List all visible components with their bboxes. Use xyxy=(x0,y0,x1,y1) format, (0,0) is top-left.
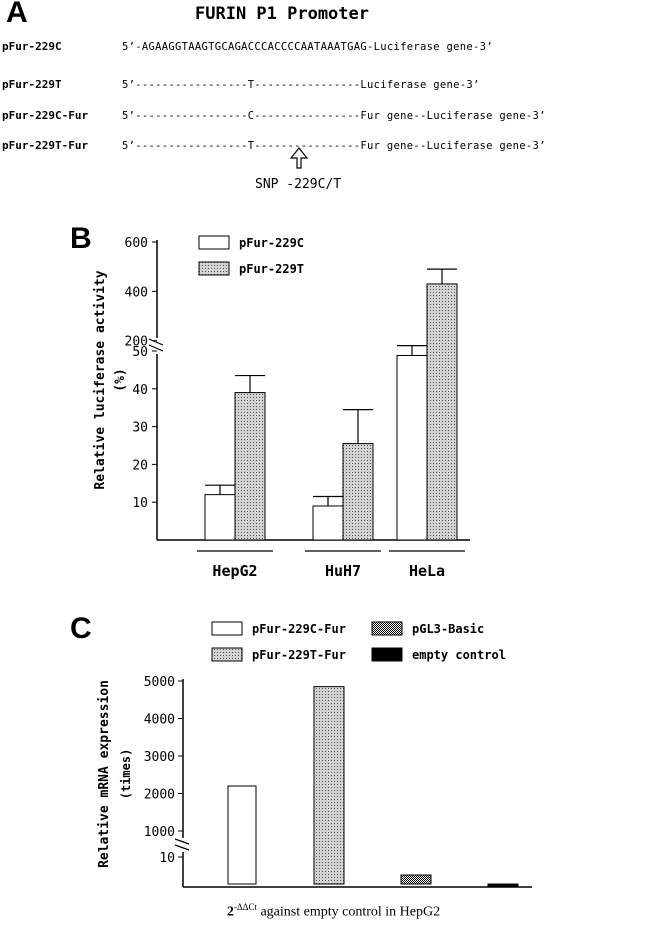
panel-c-letter: C xyxy=(70,612,92,645)
bar-pfur-229t-fur xyxy=(313,686,345,885)
y-tick-label: 50 xyxy=(132,345,148,360)
legend-label: empty control xyxy=(412,648,506,662)
error-bar xyxy=(235,374,265,393)
sequence-row-3: 5’-----------------C----------------Fur … xyxy=(122,110,546,122)
y-tick-label: 3000 xyxy=(144,750,175,765)
panel-b-letter: B xyxy=(70,222,92,255)
y-tick-label: 2000 xyxy=(144,788,175,803)
y-tick-label: 200 xyxy=(125,335,148,350)
category-label: HeLa xyxy=(409,562,445,580)
y-tick-label: 10 xyxy=(132,496,148,511)
error-bar xyxy=(343,408,373,444)
construct-label-3: pFur-229C-Fur xyxy=(2,109,89,122)
construct-label-4: pFur-229T-Fur xyxy=(2,139,89,152)
construct-label-2: pFur-229T xyxy=(2,78,62,91)
bar-pgl3-basic xyxy=(400,874,432,885)
axis-break-mark xyxy=(174,838,190,851)
panel-a-title: FURIN P1 Promoter xyxy=(195,4,369,24)
error-bar xyxy=(313,495,343,506)
legend-label: pFur-229C xyxy=(239,236,304,250)
bar-pfur-229c-fur xyxy=(227,785,257,885)
bar-pfur-229t-huh7 xyxy=(342,443,374,541)
panel-c-caption: 2-ΔΔCt against empty control in HepG2 xyxy=(226,902,441,920)
legend-swatch xyxy=(198,261,230,276)
legend-swatch xyxy=(211,647,243,662)
error-bar xyxy=(427,268,457,284)
panel-a-letter: A xyxy=(6,0,28,29)
bar-pfur-229t-hepg2 xyxy=(234,392,266,541)
legend-swatch xyxy=(198,235,230,250)
legend-swatch xyxy=(211,621,243,636)
category-label: HepG2 xyxy=(212,562,257,580)
sequence-row-2: 5’-----------------T----------------Luci… xyxy=(122,79,480,91)
bar-empty-control xyxy=(487,883,519,887)
bar-pfur-229t-hela xyxy=(426,283,458,541)
legend-label: pFur-229C-Fur xyxy=(252,622,346,636)
y-tick-label: 40 xyxy=(132,383,148,398)
legend-swatch xyxy=(371,647,403,662)
legend-label: pFur-229T xyxy=(239,262,304,276)
y-tick-label: 30 xyxy=(132,421,148,436)
legend-label: pGL3-Basic xyxy=(412,622,484,636)
bar-pfur-229c-hela xyxy=(396,354,428,541)
axis-break-mark xyxy=(148,338,164,352)
snp-label: SNP -229C/T xyxy=(255,177,342,192)
error-bar xyxy=(205,484,235,495)
y-axis-label: Relative mRNA expression xyxy=(97,680,112,868)
y-tick-label: 600 xyxy=(125,236,148,251)
y-axis-label-unit: (times) xyxy=(119,749,133,800)
y-axis-label-unit: (%) xyxy=(113,368,128,391)
y-tick-label: 400 xyxy=(125,285,148,300)
legend-label: pFur-229T-Fur xyxy=(252,648,346,662)
construct-label-1: pFur-229C xyxy=(2,40,62,53)
y-axis-label: Relative luciferase activity xyxy=(93,270,108,489)
category-label: HuH7 xyxy=(325,562,361,580)
y-tick-label: 5000 xyxy=(144,675,175,690)
sequence-row-1: 5’-AGAAGGTAAGTGCAGACCCACCCCAATAAATGAG-Lu… xyxy=(122,41,493,53)
bar-pfur-229c-hepg2 xyxy=(204,494,236,541)
y-tick-label: 1000 xyxy=(144,825,175,840)
legend-swatch xyxy=(371,621,403,636)
error-bar xyxy=(397,345,427,356)
y-tick-label: 20 xyxy=(132,458,148,473)
y-tick-label: 4000 xyxy=(144,713,175,728)
y-tick-label: 10 xyxy=(159,851,175,866)
